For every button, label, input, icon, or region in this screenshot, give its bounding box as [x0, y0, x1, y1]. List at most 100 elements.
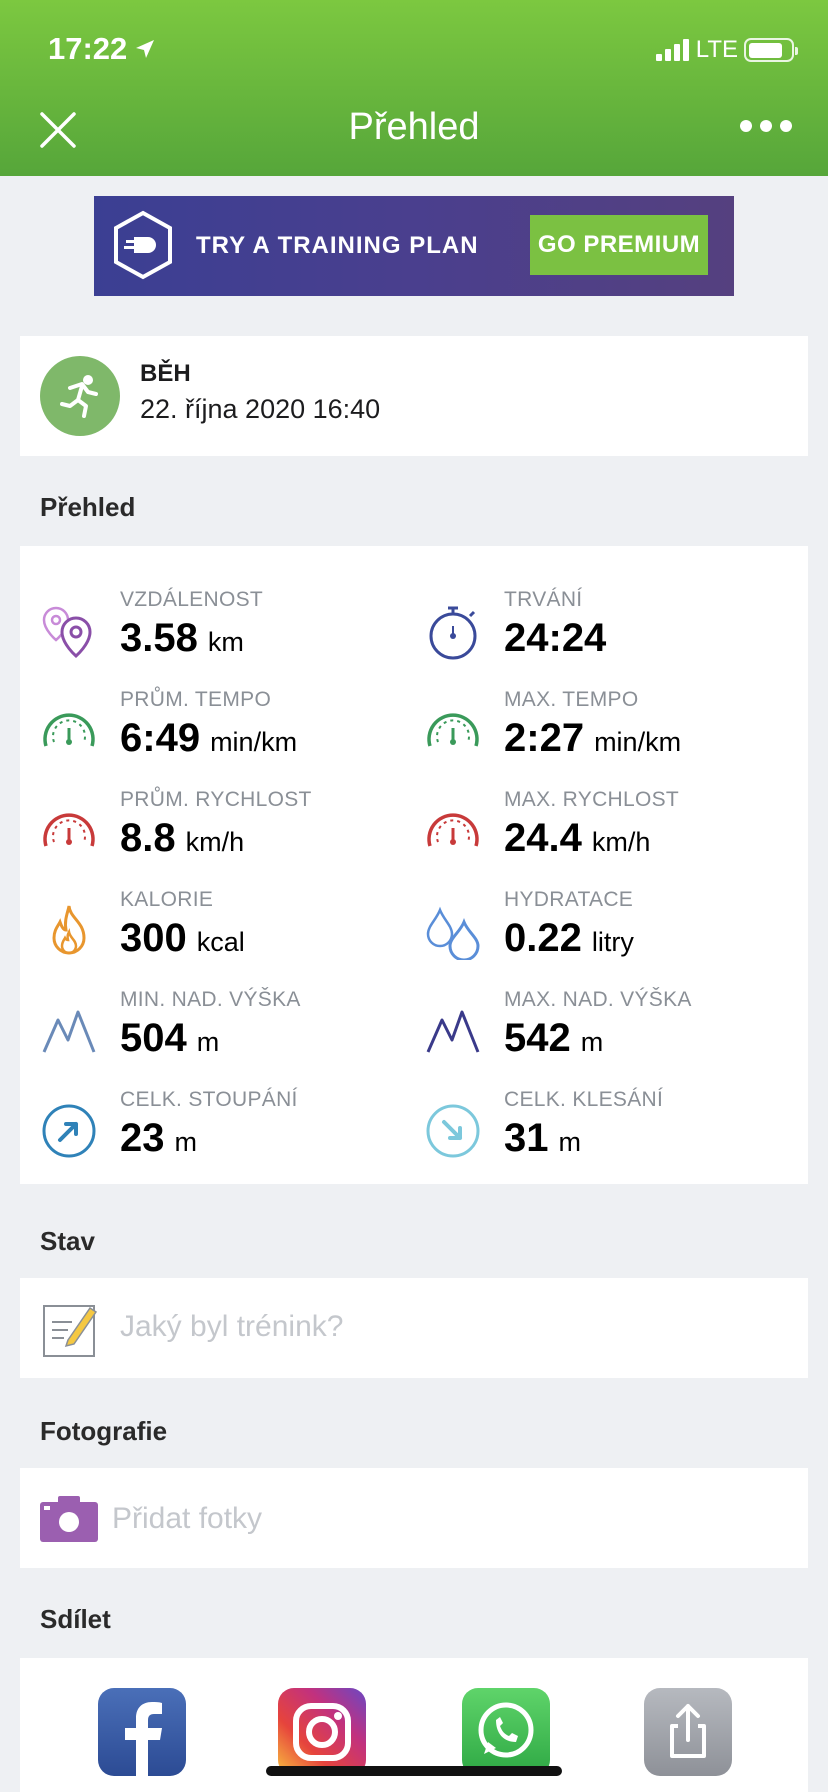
stat-value-group: 0.22 litry: [504, 916, 634, 961]
activity-card: BĚH 22. října 2020 16:40: [20, 336, 808, 456]
stat-value-group: 31 m: [504, 1116, 581, 1161]
stat-value: 24.4: [504, 816, 582, 860]
section-title-overview: Přehled: [40, 492, 136, 522]
stat-label: MIN. NAD. VÝŠKA: [120, 988, 301, 1011]
battery-icon: [744, 38, 798, 62]
stat-value-group: 6:49 min/km: [120, 716, 297, 761]
page-title: Přehled: [348, 106, 480, 148]
stat-label: CELK. KLESÁNÍ: [504, 1088, 664, 1111]
speedometer-icon: [424, 702, 482, 760]
stat-unit: km/h: [185, 827, 245, 857]
stat-max-nad-v-ka: MAX. NAD. VÝŠKA 542 m: [404, 988, 784, 1078]
stat-value-group: 8.8 km/h: [120, 816, 244, 861]
stat-value-group: 504 m: [120, 1016, 219, 1061]
add-photos-field[interactable]: Přidat fotky: [20, 1468, 808, 1568]
stat-label: MAX. NAD. VÝŠKA: [504, 988, 692, 1011]
training-plan-icon: [114, 210, 172, 280]
stat-value-group: 2:27 min/km: [504, 716, 681, 761]
stat-trv-n: TRVÁNÍ 24:24: [404, 588, 784, 678]
speedometer-icon: [40, 802, 98, 860]
stat-value-group: 3.58 km: [120, 616, 244, 661]
stat-label: PRŮM. RYCHLOST: [120, 788, 312, 811]
stat-label: TRVÁNÍ: [504, 588, 583, 611]
flame-icon: [40, 902, 98, 960]
stat-label: MAX. TEMPO: [504, 688, 639, 711]
note-placeholder: Jaký byl trénink?: [120, 1310, 344, 1343]
stat-label: KALORIE: [120, 888, 214, 911]
stat-min-nad-v-ka: MIN. NAD. VÝŠKA 504 m: [20, 988, 400, 1078]
mountain-icon: [40, 1002, 98, 1060]
stat-value-group: 542 m: [504, 1016, 603, 1061]
premium-banner[interactable]: TRY A TRAINING PLAN GO PREMIUM: [94, 196, 734, 296]
more-options-icon[interactable]: [740, 120, 792, 132]
network-label: LTE: [695, 36, 738, 63]
status-time-text: 17:22: [48, 31, 128, 66]
stat-value: 542: [504, 1016, 571, 1060]
signal-icon: [655, 39, 689, 61]
speedometer-icon: [40, 702, 98, 760]
stats-card: VZDÁLENOST 3.58 km TRVÁNÍ 24:24 PRŮM. TEMPO 6:…: [20, 546, 808, 1184]
stat-unit: m: [196, 1027, 220, 1057]
stat-hydratace: HYDRATACE 0.22 litry: [404, 888, 784, 978]
notepad-pencil-icon: [43, 1305, 98, 1357]
stat-pr-m-tempo: PRŮM. TEMPO 6:49 min/km: [20, 688, 400, 778]
stat-value: 504: [120, 1016, 187, 1060]
stat-value-group: 300 kcal: [120, 916, 245, 961]
app-header: 17:22 LTE Přehled: [0, 0, 828, 176]
stat-value: 8.8: [120, 816, 176, 860]
home-indicator[interactable]: [266, 1766, 562, 1776]
stat-pr-m-rychlost: PRŮM. RYCHLOST 8.8 km/h: [20, 788, 400, 878]
stat-unit: m: [580, 1027, 604, 1057]
section-title-status: Stav: [40, 1226, 95, 1256]
stat-celk-stoup-n: CELK. STOUPÁNÍ 23 m: [20, 1088, 400, 1178]
stopwatch-icon: [424, 602, 482, 660]
section-title-share: Sdílet: [40, 1604, 111, 1634]
section-title-photos: Fotografie: [40, 1416, 168, 1446]
stat-unit: m: [558, 1127, 582, 1157]
stat-unit: min/km: [210, 727, 298, 757]
location-pins-icon: [40, 602, 98, 660]
arrow-up-circle-icon: [40, 1102, 98, 1160]
banner-text: TRY A TRAINING PLAN: [196, 232, 479, 259]
facebook-icon[interactable]: [98, 1688, 186, 1776]
stat-unit: min/km: [594, 727, 682, 757]
status-indicators: LTE: [655, 36, 798, 64]
note-field[interactable]: Jaký byl trénink?: [20, 1278, 808, 1378]
stat-value: 2:27: [504, 716, 585, 760]
instagram-icon[interactable]: [278, 1688, 366, 1776]
stat-label: MAX. RYCHLOST: [504, 788, 680, 811]
stat-value: 23: [120, 1116, 165, 1160]
close-icon[interactable]: [38, 110, 78, 150]
camera-icon: [40, 1496, 98, 1542]
stat-unit: m: [174, 1127, 198, 1157]
stat-value: 6:49: [120, 716, 201, 760]
water-drops-icon: [424, 902, 482, 962]
stat-label: CELK. STOUPÁNÍ: [120, 1088, 298, 1111]
stat-unit: km: [207, 627, 244, 657]
stat-unit: km/h: [591, 827, 651, 857]
stat-value: 31: [504, 1116, 549, 1160]
stat-label: PRŮM. TEMPO: [120, 688, 272, 711]
running-icon: [40, 356, 120, 436]
whatsapp-icon[interactable]: [462, 1688, 550, 1776]
stat-value: 0.22: [504, 916, 582, 960]
speedometer-icon: [424, 802, 482, 860]
stat-unit: litry: [591, 927, 634, 957]
stat-max-tempo: MAX. TEMPO 2:27 min/km: [404, 688, 784, 778]
stat-value-group: 23 m: [120, 1116, 197, 1161]
stat-unit: kcal: [196, 927, 245, 957]
photo-placeholder: Přidat fotky: [112, 1502, 263, 1535]
stat-celk-kles-n: CELK. KLESÁNÍ 31 m: [404, 1088, 784, 1178]
go-premium-button[interactable]: GO PREMIUM: [530, 215, 708, 275]
share-icon[interactable]: [644, 1688, 732, 1776]
stat-kalorie: KALORIE 300 kcal: [20, 888, 400, 978]
stat-value-group: 24:24: [504, 616, 606, 661]
stat-vzd-lenost: VZDÁLENOST 3.58 km: [20, 588, 400, 678]
activity-date: 22. října 2020 16:40: [140, 394, 381, 424]
stat-max-rychlost: MAX. RYCHLOST 24.4 km/h: [404, 788, 784, 878]
arrow-down-circle-icon: [424, 1102, 482, 1160]
stat-value: 24:24: [504, 616, 607, 660]
status-time: 17:22: [48, 31, 157, 67]
stat-value: 3.58: [120, 616, 198, 660]
activity-type: BĚH: [140, 360, 191, 387]
